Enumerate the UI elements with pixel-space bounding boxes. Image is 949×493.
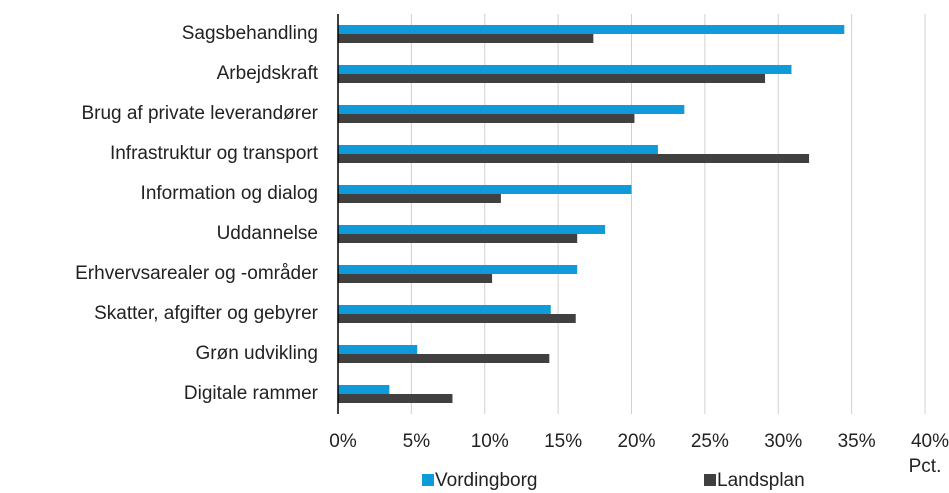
bar xyxy=(338,314,576,323)
x-tick-label: 30% xyxy=(764,431,802,452)
bar xyxy=(338,385,390,394)
bar xyxy=(338,394,453,403)
bar xyxy=(338,274,493,283)
y-tick-label: Uddannelse xyxy=(217,223,318,244)
y-tick-label: Brug af private leverandører xyxy=(81,103,318,124)
y-tick-label: Arbejdskraft xyxy=(217,63,319,84)
y-tick-label: Erhvervsarealer og -områder xyxy=(75,263,319,284)
x-tick-label: 10% xyxy=(471,431,509,452)
y-tick-label: Information og dialog xyxy=(141,183,318,204)
x-tick-label: 0% xyxy=(329,431,357,452)
y-tick-label: Grøn udvikling xyxy=(196,343,319,364)
legend-swatch xyxy=(422,474,434,486)
bar xyxy=(338,34,594,43)
y-tick-label: Infrastruktur og transport xyxy=(110,143,319,164)
bar xyxy=(338,65,792,74)
bar xyxy=(338,25,845,34)
y-tick-label: Sagsbehandling xyxy=(182,23,318,44)
x-tick-label: 40% xyxy=(911,431,949,452)
x-tick-label: 35% xyxy=(838,431,876,452)
bar xyxy=(338,185,632,194)
bar xyxy=(338,154,810,163)
bar xyxy=(338,225,606,234)
bar xyxy=(338,234,578,243)
legend-swatch xyxy=(704,474,716,486)
bar xyxy=(338,145,658,154)
bar xyxy=(338,74,766,83)
legend-label: Vordingborg xyxy=(435,470,537,491)
x-tick-label: 5% xyxy=(403,431,431,452)
bar xyxy=(338,114,635,123)
x-axis-label: Pct. xyxy=(909,456,942,477)
y-tick-label: Digitale rammer xyxy=(184,383,319,404)
x-tick-label: 20% xyxy=(617,431,655,452)
bar xyxy=(338,194,501,203)
bar xyxy=(338,265,578,274)
bar xyxy=(338,354,550,363)
x-tick-label: 15% xyxy=(544,431,582,452)
bar xyxy=(338,345,418,354)
y-tick-label: Skatter, afgifter og gebyrer xyxy=(94,303,319,324)
legend-label: Landsplan xyxy=(717,470,805,491)
x-tick-label: 25% xyxy=(691,431,729,452)
bar xyxy=(338,305,551,314)
bar xyxy=(338,105,685,114)
